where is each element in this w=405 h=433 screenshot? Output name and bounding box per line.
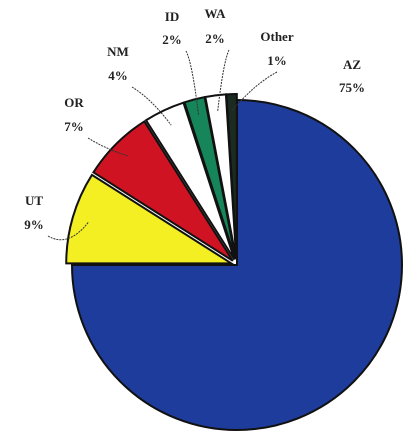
pie-slice <box>92 120 234 262</box>
slice-label: AZ <box>343 57 361 72</box>
slice-value-label: 75% <box>339 80 365 95</box>
slice-label: UT <box>25 193 43 208</box>
slice-value-label: 4% <box>108 68 128 83</box>
leader-line <box>231 71 278 111</box>
slice-label: Other <box>260 29 293 44</box>
pie-slice <box>65 173 235 265</box>
leader-line <box>131 86 172 126</box>
pie-slice <box>225 93 238 260</box>
slice-value-label: 1% <box>267 53 287 68</box>
slice-label: NM <box>107 44 129 59</box>
slice-value-label: 7% <box>64 119 84 134</box>
slice-value-label: 9% <box>24 217 44 232</box>
pie-slice <box>144 101 236 261</box>
slice-value-label: 2% <box>205 31 225 46</box>
leader-line <box>47 221 90 241</box>
slice-label: WA <box>205 6 227 21</box>
slice-label: OR <box>64 95 84 110</box>
pie-slice <box>70 98 403 431</box>
leader-line <box>87 137 128 157</box>
slice-label: ID <box>165 9 179 24</box>
slice-value-label: 2% <box>162 32 182 47</box>
leader-line <box>217 49 230 112</box>
